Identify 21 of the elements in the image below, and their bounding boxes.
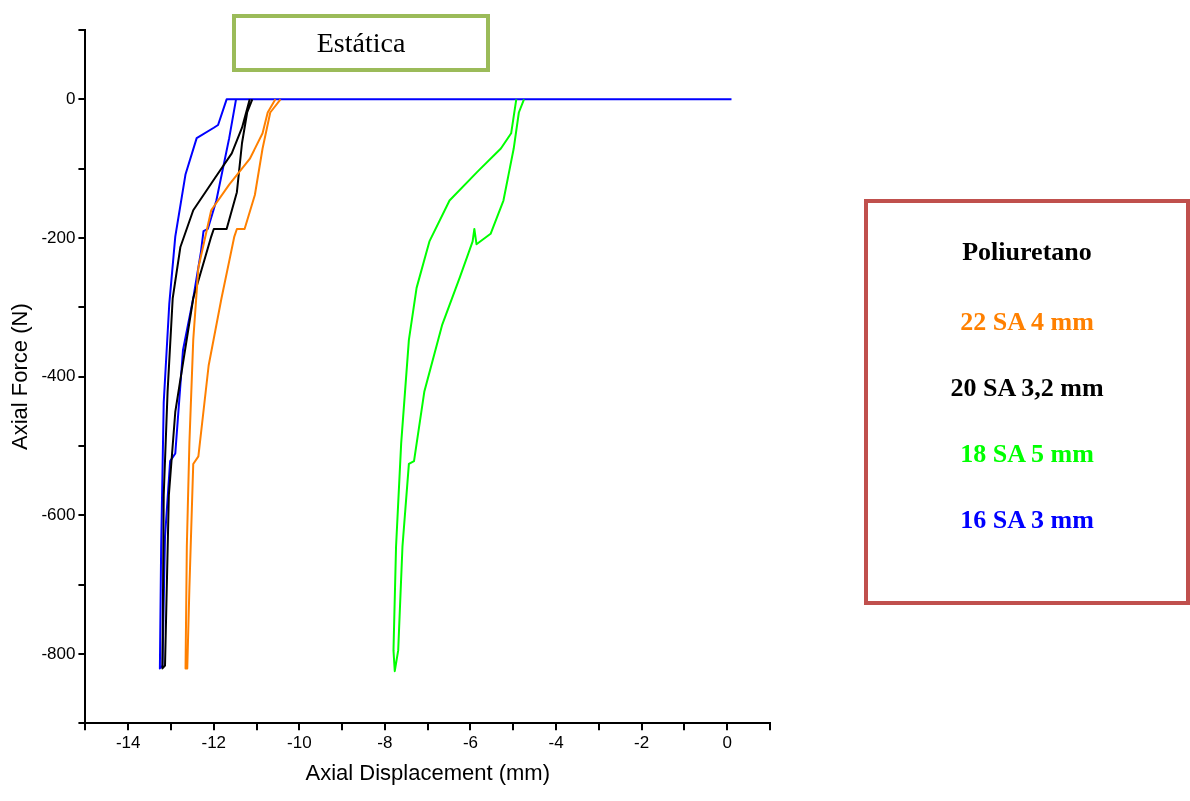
text: 22 SA 4 mm — [959, 307, 1095, 337]
x-axis-title: Axial Displacement (mm) — [305, 759, 550, 785]
x-tick-label: -10 — [287, 733, 312, 753]
x-tick-label: -2 — [634, 733, 650, 753]
x-tick-label: -12 — [201, 733, 227, 753]
y-tick-label: -200 — [41, 227, 76, 247]
y-tick-label: -400 — [41, 366, 76, 386]
y-tick-label: -800 — [41, 643, 76, 663]
text: 20 SA 3,2 mm — [949, 373, 1105, 403]
x-tick-label: -4 — [548, 733, 564, 753]
x-tick-label: -8 — [377, 733, 393, 753]
legend-title: Poliuretano — [961, 237, 1093, 267]
y-tick-label: -600 — [41, 504, 76, 524]
x-tick-label: -14 — [115, 733, 141, 753]
chart-title: Estática — [232, 14, 490, 72]
y-axis-title: Axial Force (N) — [7, 303, 33, 450]
x-tick-label: -6 — [462, 733, 479, 753]
x-tick-label: 0 — [722, 733, 732, 753]
y-tick-label: 0 — [65, 89, 76, 109]
text: 18 SA 5 mm — [959, 439, 1095, 469]
text: 16 SA 3 mm — [959, 505, 1095, 535]
